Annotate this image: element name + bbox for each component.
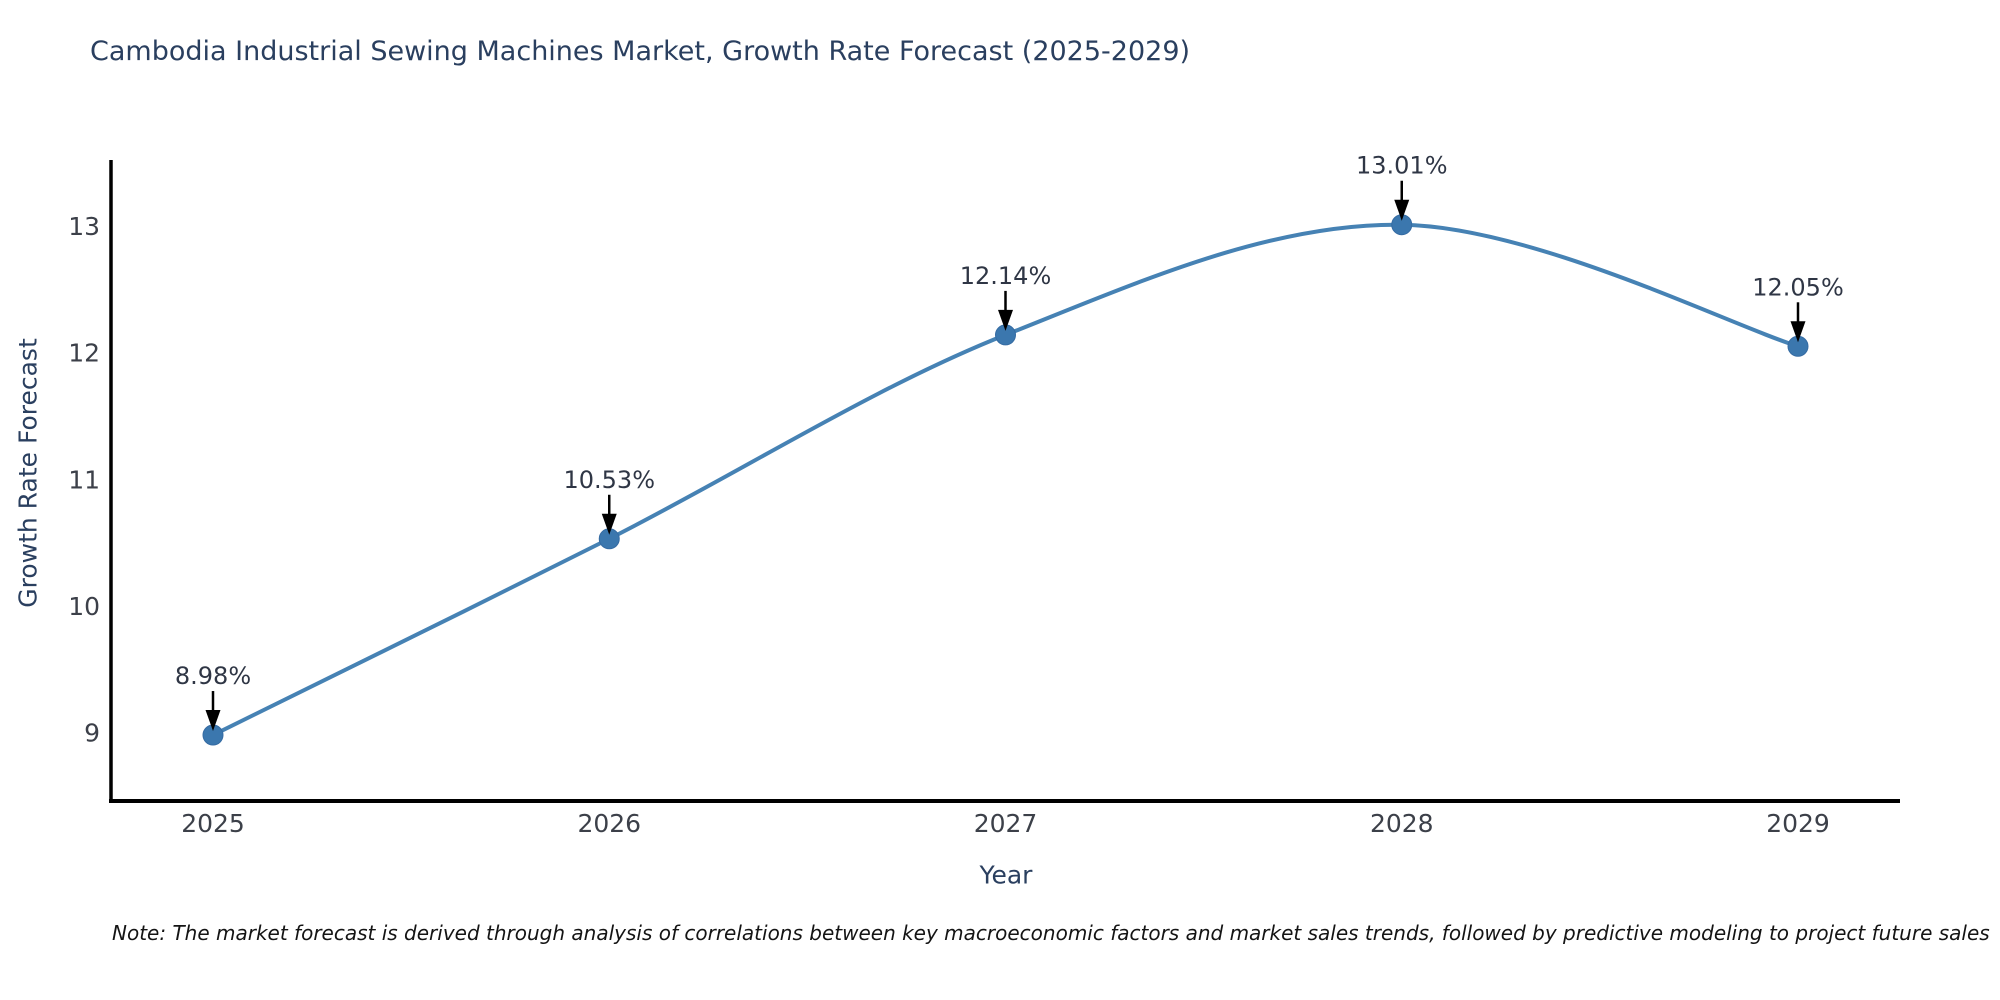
y-axis-title: Growth Rate Forecast	[13, 338, 43, 608]
annotation-arrowhead	[205, 710, 221, 732]
annotation-label: 13.01%	[1356, 152, 1448, 180]
annotation-label: 10.53%	[563, 466, 655, 494]
annotation-label: 12.14%	[960, 262, 1052, 290]
annotation-arrowhead	[601, 513, 617, 535]
x-tick-label: 2025	[181, 809, 245, 838]
annotation-label: 12.05%	[1752, 273, 1844, 301]
y-tick-label: 10	[68, 592, 100, 621]
x-tick-label: 2027	[974, 809, 1038, 838]
annotation-arrowhead	[998, 309, 1013, 331]
y-tick-label: 12	[68, 339, 100, 368]
y-tick-label: 13	[68, 212, 100, 241]
footnote: Note: The market forecast is derived thr…	[112, 921, 1990, 945]
y-tick-label: 9	[84, 719, 100, 748]
y-tick-label: 11	[68, 465, 100, 494]
annotation-arrowhead	[1394, 199, 1410, 221]
annotation-arrowhead	[1790, 321, 1806, 343]
x-tick-label: 2029	[1766, 809, 1830, 838]
annotation-label: 8.98%	[175, 662, 251, 690]
chart-title: Cambodia Industrial Sewing Machines Mark…	[90, 36, 1191, 67]
x-axis-title: Year	[979, 860, 1033, 890]
x-tick-label: 2028	[1370, 809, 1434, 838]
x-tick-label: 2026	[577, 809, 641, 838]
